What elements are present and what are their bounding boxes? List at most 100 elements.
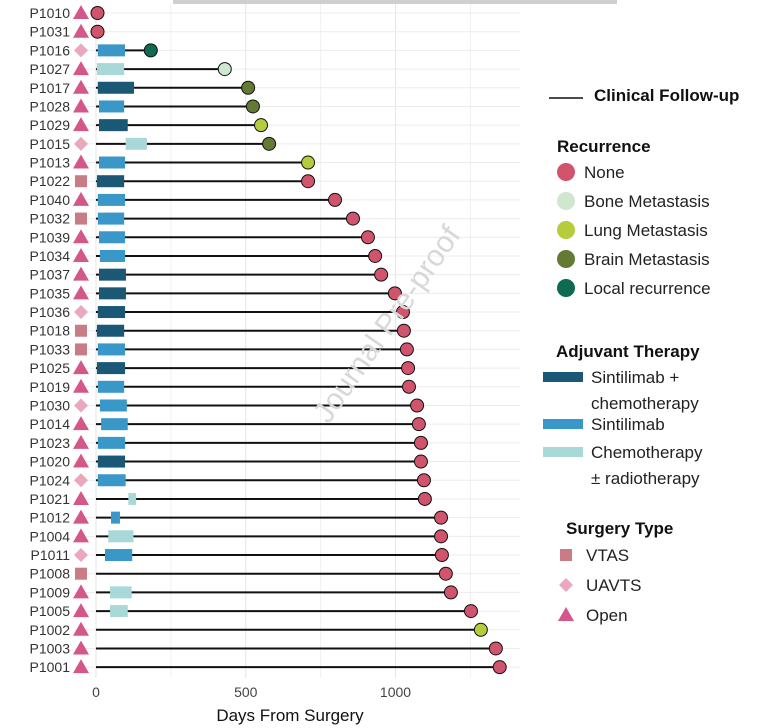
recurrence-marker [434,529,449,544]
patient-id-label: P1003 [30,640,71,656]
therapy-bar [110,586,132,599]
surgery-type-marker [75,324,87,337]
recurrence-marker [328,192,343,207]
patient-id-label: P1035 [30,285,71,301]
recurrence-marker [416,473,431,488]
patient-row: P1005 [30,603,478,619]
surgery-type-marker [73,659,89,674]
patient-id-label: P1021 [30,491,71,507]
therapy-bar [97,44,126,57]
recurrence-legend-swatch [557,279,575,297]
recurrence-marker [396,323,411,338]
patient-id-label: P1034 [30,248,71,264]
patient-row: P1024 [30,472,431,488]
surgery-type-marker [73,23,89,38]
patient-row: P1027 [30,61,232,77]
followup-legend-label: Clinical Follow-up [594,86,739,105]
therapy-legend-label: Sintilimab + [591,368,679,387]
recurrence-marker [413,454,428,469]
recurrence-marker [262,136,277,151]
patient-row: P1025 [30,360,416,376]
surgery-type-marker [75,212,87,225]
surgery-type-marker [73,98,89,113]
patient-row: P1014 [30,416,426,432]
therapy-bar [104,549,133,562]
therapy-bar [128,492,137,505]
recurrence-marker [434,510,449,525]
surgery-type-marker [73,640,89,655]
recurrence-marker [90,6,105,20]
patient-row: P1009 [30,584,458,600]
surgery-type-marker [73,584,89,599]
patient-row: P1037 [30,266,389,283]
therapy-bar [97,436,126,449]
surgery-type-marker [73,360,89,375]
recurrence-marker [413,435,428,450]
surgery-type-marker [73,79,89,94]
recurrence-marker [399,342,414,357]
recurrence-marker [387,286,402,301]
patient-row: P1010 [30,5,105,21]
recurrence-marker [438,566,453,581]
patient-row: P1004 [30,528,449,544]
recurrence-marker [473,622,488,637]
recurrence-marker [443,585,458,600]
recurrence-marker [463,604,478,619]
surgery-legend-swatch [560,549,572,561]
therapy-bar [97,343,126,356]
therapy-bar [97,455,126,468]
patient-row: P1011 [31,547,449,563]
patient-id-label: P1028 [30,98,71,114]
surgery-legend-swatch [559,578,573,592]
patient-id-label: P1037 [30,267,71,283]
recurrence-marker [374,267,389,282]
surgery-type-marker [73,416,89,431]
patient-row: P1033 [30,341,414,357]
patient-id-label: P1010 [30,5,71,21]
patient-row: P1013 [30,154,316,171]
therapy-legend-label: chemotherapy [591,394,699,413]
surgery-type-marker [74,548,88,563]
patient-row: P1034 [30,247,383,264]
patient-id-label: P1031 [30,24,71,40]
x-axis-title: Days From Surgery [216,706,364,725]
surgery-type-marker [73,509,89,524]
recurrence-marker [488,641,503,656]
therapy-bar [101,418,128,431]
patient-id-label: P1040 [30,192,71,208]
watermark: Journal Pre-proof [307,220,467,429]
patient-row: P1008 [30,566,453,582]
patient-id-label: P1001 [30,659,71,675]
recurrence-legend-swatch [557,192,575,210]
therapy-legend-label: Sintilimab [591,415,665,434]
patient-row: P1028 [30,98,260,114]
recurrence-marker [401,361,416,376]
surgery-type-marker [73,229,89,244]
recurrence-marker [410,398,425,413]
recurrence-marker [395,305,410,320]
recurrence-legend-label: Brain Metastasis [584,250,710,269]
therapy-legend-title: Adjuvant Therapy [556,342,700,361]
recurrence-marker [434,548,449,563]
therapy-bar [98,287,126,300]
recurrence-marker [143,43,158,58]
surgery-legend-swatch [558,607,574,621]
patient-id-label: P1013 [30,155,71,171]
surgery-type-marker [74,305,88,320]
recurrence-legend-swatch [557,163,575,181]
recurrence-legend-swatch [557,221,575,239]
patient-row: P1023 [30,434,428,451]
recurrence-marker [360,230,375,245]
patient-id-label: P1024 [30,472,71,488]
surgery-type-marker [74,398,88,413]
surgery-legend-title: Surgery Type [566,519,673,538]
surgery-type-marker [73,434,89,449]
recurrence-marker [301,174,316,189]
surgery-type-marker [75,343,87,356]
patient-id-label: P1022 [30,173,71,189]
surgery-type-marker [75,567,87,580]
surgery-type-marker [73,247,89,262]
recurrence-marker [417,491,432,506]
patient-id-label: P1018 [30,323,71,339]
